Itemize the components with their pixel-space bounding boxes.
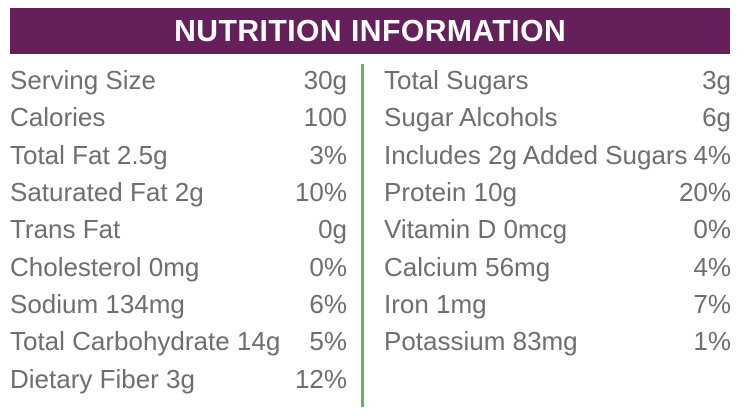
nutrient-value: 5%	[309, 326, 347, 357]
nutrition-row-potassium: Potassium 83mg 1%	[384, 323, 731, 360]
nutrient-label: Vitamin D 0mcg	[384, 214, 568, 245]
nutrition-row-saturated-fat: Saturated Fat 2g 10%	[10, 174, 347, 211]
nutrition-row-total-fat: Total Fat 2.5g 3%	[10, 137, 347, 174]
nutrient-label: Total Sugars	[384, 65, 529, 96]
nutrient-value: 3g	[702, 65, 731, 96]
nutrient-value: 0g	[318, 214, 347, 245]
nutrition-row-iron: Iron 1mg 7%	[384, 286, 731, 323]
nutrient-value: 10%	[294, 177, 347, 208]
nutrient-value: 100	[303, 102, 347, 133]
nutrient-value: 3%	[309, 139, 347, 170]
nutrition-column-right: Total Sugars 3g Sugar Alcohols 6g Includ…	[384, 62, 731, 360]
nutrient-value: 7%	[693, 288, 731, 319]
nutrient-label: Cholesterol 0mg	[10, 251, 200, 282]
nutrient-value: 20%	[678, 177, 731, 208]
nutrient-value: 0%	[693, 214, 731, 245]
nutrient-value: 6%	[309, 288, 347, 319]
panel-title: NUTRITION INFORMATION	[173, 13, 567, 48]
nutrient-label: Total Carbohydrate 14g	[10, 326, 281, 357]
nutrient-label: Sodium 134mg	[10, 288, 185, 319]
nutrient-label: Iron 1mg	[384, 288, 487, 319]
nutrition-row-vitamin-d: Vitamin D 0mcg 0%	[384, 211, 731, 248]
nutrient-value: 4%	[693, 251, 731, 282]
nutrient-label: Saturated Fat 2g	[10, 177, 204, 208]
nutrient-value: 4%	[693, 139, 731, 170]
nutrition-row-cholesterol: Cholesterol 0mg 0%	[10, 248, 347, 285]
nutrition-row-serving-size: Serving Size 30g	[10, 62, 347, 99]
nutrient-label: Calories	[10, 102, 106, 133]
nutrient-label: Protein 10g	[384, 177, 517, 208]
nutrient-label: Dietary Fiber 3g	[10, 363, 195, 394]
nutrient-value: 30g	[303, 65, 347, 96]
nutrient-label: Includes 2g Added Sugars	[384, 139, 688, 170]
nutrition-row-trans-fat: Trans Fat 0g	[10, 211, 347, 248]
nutrition-row-dietary-fiber: Dietary Fiber 3g 12%	[10, 360, 347, 397]
nutrition-row-calcium: Calcium 56mg 4%	[384, 248, 731, 285]
nutrition-row-protein: Protein 10g 20%	[384, 174, 731, 211]
nutrient-value: 1%	[693, 326, 731, 357]
column-divider-line	[361, 64, 364, 407]
nutrient-label: Total Fat 2.5g	[10, 139, 168, 170]
nutrition-row-calories: Calories 100	[10, 99, 347, 136]
nutrition-row-total-sugars: Total Sugars 3g	[384, 62, 731, 99]
nutrient-value: 0%	[309, 251, 347, 282]
nutrition-row-added-sugars: Includes 2g Added Sugars 4%	[384, 137, 731, 174]
nutrition-row-sugar-alcohols: Sugar Alcohols 6g	[384, 99, 731, 136]
panel-header: NUTRITION INFORMATION	[10, 8, 730, 54]
nutrient-value: 6g	[702, 102, 731, 133]
nutrition-row-total-carbohydrate: Total Carbohydrate 14g 5%	[10, 323, 347, 360]
nutrient-label: Serving Size	[10, 65, 156, 96]
nutrition-column-left: Serving Size 30g Calories 100 Total Fat …	[10, 62, 347, 398]
nutrient-label: Sugar Alcohols	[384, 102, 558, 133]
nutrition-row-sodium: Sodium 134mg 6%	[10, 286, 347, 323]
nutrient-label: Trans Fat	[10, 214, 121, 245]
nutrient-value: 12%	[294, 363, 347, 394]
nutrient-label: Potassium 83mg	[384, 326, 578, 357]
nutrient-label: Calcium 56mg	[384, 251, 551, 282]
